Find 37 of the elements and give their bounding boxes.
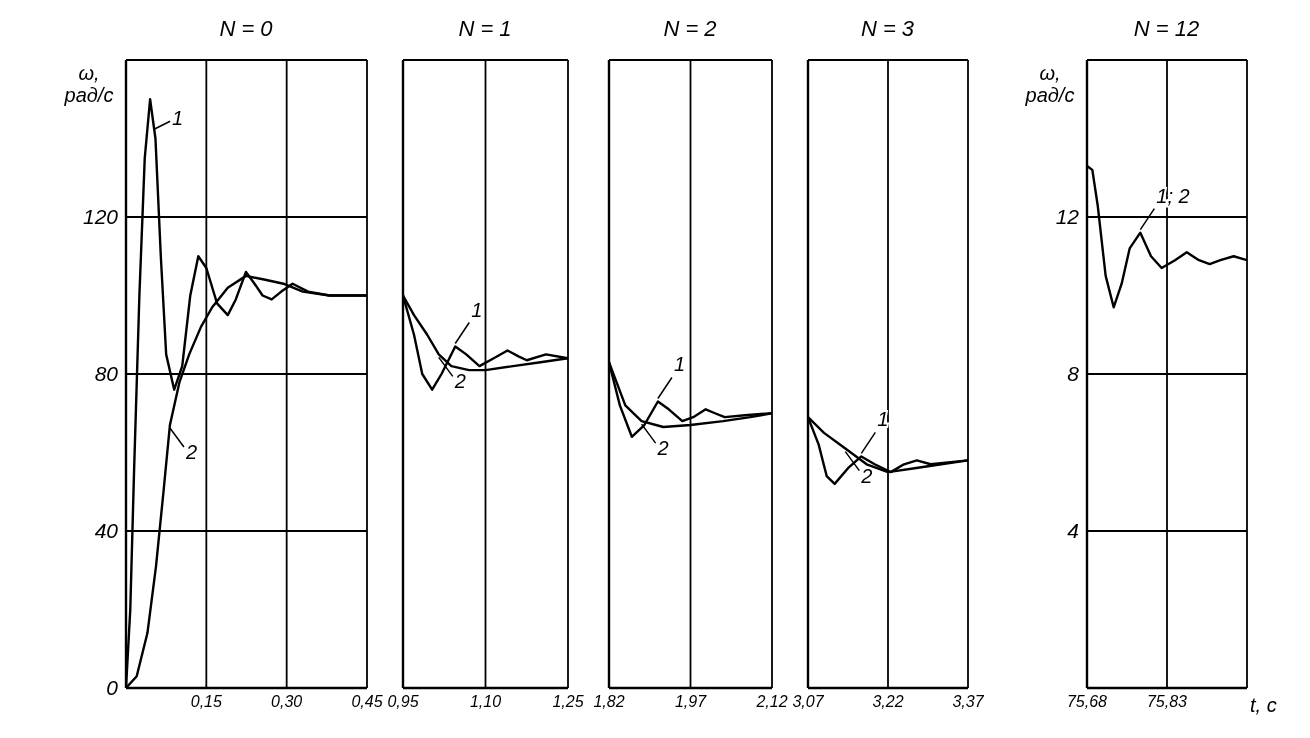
chart-title: N = 1 xyxy=(457,16,513,42)
x-tick-label: 3,22 xyxy=(872,693,904,711)
x-tick-label: 75,83 xyxy=(1146,693,1188,711)
series-label: 2 xyxy=(184,441,198,464)
x-tick-label: 0,95 xyxy=(387,693,419,711)
x-tick-label: 1,97 xyxy=(674,693,708,711)
legend-label: 2 xyxy=(656,437,669,460)
x-tick-label: 75,68 xyxy=(1066,693,1108,711)
y-tick-label: 80 xyxy=(94,362,119,386)
series-label: 1 xyxy=(471,298,483,321)
series-label: 1 xyxy=(673,353,686,376)
y-tick-label: 8 xyxy=(1067,362,1080,386)
chart-title: N = 0 xyxy=(218,16,274,42)
y-tick-label: 12 xyxy=(1055,205,1080,229)
y-tick-label: 4 xyxy=(1067,519,1079,543)
chart-title: N = 2 xyxy=(662,16,718,42)
x-tick-label: 3,37 xyxy=(952,693,985,711)
chart-title: N = 3 xyxy=(859,16,916,42)
x-tick-label: 0,15 xyxy=(190,693,223,711)
legend-label: 1 xyxy=(172,107,184,130)
series-label: 1 xyxy=(877,408,889,431)
legend-label: 2 xyxy=(860,464,873,487)
x-tick-label: 3,07 xyxy=(792,693,825,711)
chart-title: N = 12 xyxy=(1132,16,1201,42)
x-tick-label: 2,12 xyxy=(755,693,788,711)
x-tick-label: 1,10 xyxy=(469,693,502,711)
y-tick-label: 0 xyxy=(106,676,119,700)
legend-label: 2 xyxy=(453,370,466,393)
y-axis-title: ω, рад/с xyxy=(63,62,115,106)
x-tick-label: 0,30 xyxy=(271,693,303,711)
y-tick-label: 120 xyxy=(82,205,119,229)
x-tick-label: 1,25 xyxy=(552,693,584,711)
y-tick-label: 40 xyxy=(94,519,119,543)
x-tick-label: 0,45 xyxy=(351,693,383,711)
y-axis-title: ω, рад/с xyxy=(1024,62,1076,106)
x-tick-label: 1,82 xyxy=(593,693,625,711)
x-axis-title: t, c xyxy=(1250,694,1277,717)
